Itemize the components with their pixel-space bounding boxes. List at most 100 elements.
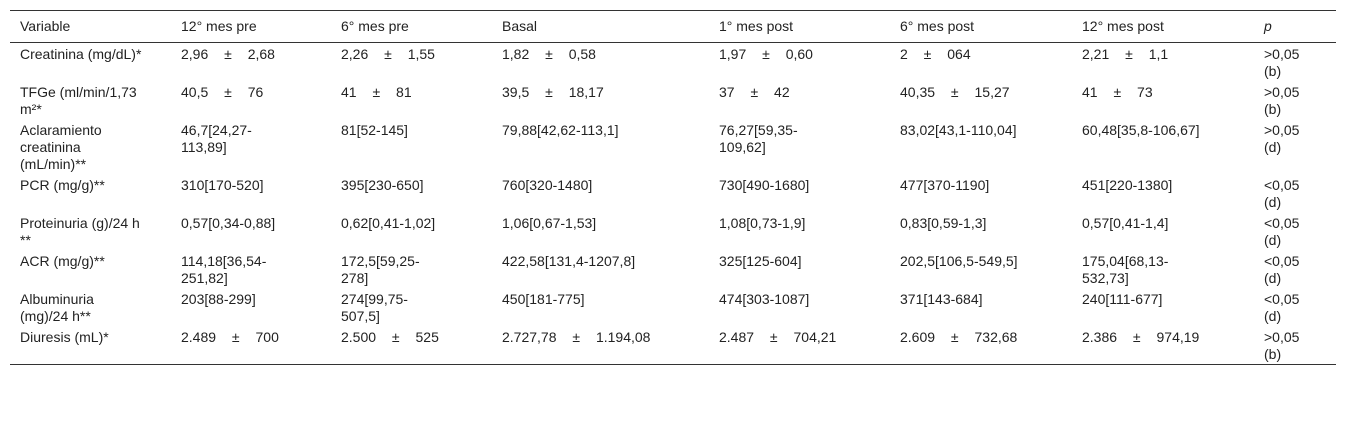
row-label: ACR (mg/g)** [10,250,171,288]
cell-text: 40,5 ± 76 [181,84,264,100]
cell-text: ACR (mg/g)** [20,253,105,269]
cell-text: 0,57[0,34-0,88] [181,215,276,231]
cell: 76,27[59,35-109,62] [709,119,890,174]
cell-text: 325[125-604] [719,253,802,269]
cell: 2.500 ± 525 [331,326,492,365]
cell-text: PCR (mg/g)** [20,177,105,193]
cell: 41 ± 81 [331,81,492,119]
cell-text: 2 ± 064 [900,46,971,62]
cell-text: >0,05 (b) [1264,84,1300,117]
cell: 2,21 ± 1,1 [1072,43,1254,82]
cell-text: 81[52-145] [341,122,408,138]
cell: 1,82 ± 0,58 [492,43,709,82]
header-cell: 1° mes post [719,18,794,34]
cell-text: 2.487 ± 704,21 [719,329,837,345]
cell: 0,62[0,41-1,02] [331,212,492,250]
cell: 2,26 ± 1,55 [331,43,492,82]
header-cell: Basal [502,18,538,34]
cell: 395[230-650] [331,174,492,212]
cell: 1,06[0,67-1,53] [492,212,709,250]
table-row: TFGe (ml/min/1,73 m²* 40,5 ± 76 41 ± 81 39,… [10,81,1336,119]
row-label: Diuresis (mL)* [10,326,171,365]
cell: 730[490-1680] [709,174,890,212]
cell-text: 2.386 ± 974,19 [1082,329,1200,345]
cell: 203[88-299] [171,288,331,326]
cell-text: 0,57[0,41-1,4] [1082,215,1169,231]
cell: >0,05 (d) [1254,119,1336,174]
table-row: Aclaramiento creatinina (mL/min)** 46,7[2… [10,119,1336,174]
cell-text: 41 ± 73 [1082,84,1153,100]
cell: 450[181-775] [492,288,709,326]
cell-text: 114,18[36,54-251,82] [181,253,267,286]
cell-text: 240[111-677] [1082,291,1163,307]
cell-text: 202,5[106,5-549,5] [900,253,1018,269]
cell: 0,83[0,59-1,3] [890,212,1072,250]
cell-text: 1,97 ± 0,60 [719,46,813,62]
table-row: Proteinuria (g)/24 h ** 0,57[0,34-0,88] 0,… [10,212,1336,250]
cell: 0,57[0,41-1,4] [1072,212,1254,250]
cell: 39,5 ± 18,17 [492,81,709,119]
cell-text: Diuresis (mL)* [20,329,109,345]
cell-text: 0,83[0,59-1,3] [900,215,987,231]
cell-text: 60,48[35,8-106,67] [1082,122,1200,138]
cell-text: 371[143-684] [900,291,983,307]
cell: 2.609 ± 732,68 [890,326,1072,365]
cell: 760[320-1480] [492,174,709,212]
table-row: PCR (mg/g)** 310[170-520] 395[230-650] 760[… [10,174,1336,212]
cell: 81[52-145] [331,119,492,174]
table-row: Creatinina (mg/dL)* 2,96 ± 2,68 2,26 ± 1,5… [10,43,1336,82]
cell-text: 1,08[0,73-1,9] [719,215,806,231]
cell-text: 2.727,78 ± 1.194,08 [502,329,651,345]
row-label: Creatinina (mg/dL)* [10,43,171,82]
row-label: Aclaramiento creatinina (mL/min)** [10,119,171,174]
cell-text: >0,05 (b) [1264,329,1300,362]
cell: 41 ± 73 [1072,81,1254,119]
cell-text: Creatinina (mg/dL)* [20,46,142,62]
cell-text: <0,05 (d) [1264,291,1300,324]
cell-text: Albuminuria (mg)/24 h** [20,291,94,324]
cell-text: 1,06[0,67-1,53] [502,215,597,231]
cell: <0,05 (d) [1254,174,1336,212]
cell-text: <0,05 (d) [1264,215,1300,248]
row-label: Albuminuria (mg)/24 h** [10,288,171,326]
cell: 60,48[35,8-106,67] [1072,119,1254,174]
cell-text: <0,05 (d) [1264,253,1300,286]
cell-text: 79,88[42,62-113,1] [502,122,619,138]
cell-text: 274[99,75-507,5] [341,291,408,324]
cell-text: TFGe (ml/min/1,73 m²* [20,84,137,117]
cell: >0,05 (b) [1254,81,1336,119]
cell: 202,5[106,5-549,5] [890,250,1072,288]
cell: >0,05 (b) [1254,43,1336,82]
cell-text: 2,26 ± 1,55 [341,46,435,62]
cell-text: 83,02[43,1-110,04] [900,122,1017,138]
header-cell: 6° mes post [900,18,975,34]
cell-text: 477[370-1190] [900,177,990,193]
cell: 175,04[68,13-532,73] [1072,250,1254,288]
row-label: Proteinuria (g)/24 h ** [10,212,171,250]
cell-text: 39,5 ± 18,17 [502,84,604,100]
cell: 40,35 ± 15,27 [890,81,1072,119]
cell: 2,96 ± 2,68 [171,43,331,82]
table-row: Diuresis (mL)* 2.489 ± 700 2.500 ± 525 2.72… [10,326,1336,365]
cell-text: 730[490-1680] [719,177,810,193]
cell-text: 172,5[59,25-278] [341,253,420,286]
cell-text: 2,96 ± 2,68 [181,46,275,62]
cell: 240[111-677] [1072,288,1254,326]
header-cell: Variable [20,18,71,34]
cell-text: Proteinuria (g)/24 h ** [20,215,140,248]
cell: 46,7[24,27-113,89] [171,119,331,174]
cell: 2.487 ± 704,21 [709,326,890,365]
header-cell: p [1264,18,1272,34]
cell-text: Aclaramiento creatinina (mL/min)** [20,122,102,172]
cell: 172,5[59,25-278] [331,250,492,288]
cell-text: 2,21 ± 1,1 [1082,46,1169,62]
cell-text: 1,82 ± 0,58 [502,46,596,62]
header-cell: 12° mes post [1082,18,1164,34]
cell: 83,02[43,1-110,04] [890,119,1072,174]
cell-text: 310[170-520] [181,177,264,193]
cell-text: <0,05 (d) [1264,177,1300,210]
cell-text: >0,05 (d) [1264,122,1300,155]
row-label: TFGe (ml/min/1,73 m²* [10,81,171,119]
cell: 310[170-520] [171,174,331,212]
cell: 371[143-684] [890,288,1072,326]
